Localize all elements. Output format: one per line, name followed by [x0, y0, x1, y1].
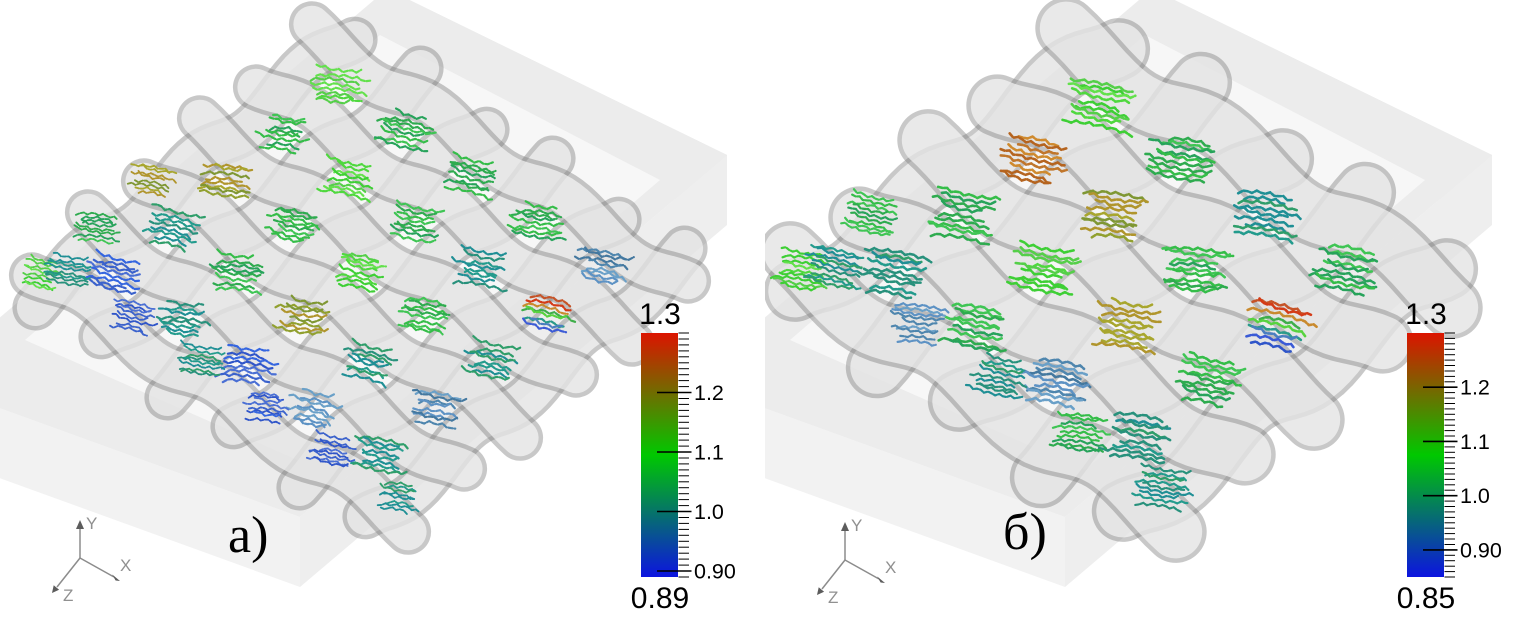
colorbar-tick-label: 1.2	[694, 381, 724, 405]
panel-label-a: а)	[228, 507, 269, 564]
colorbar-tick-label: 1.0	[1460, 484, 1490, 508]
weave-render-panel-b	[765, 0, 1492, 587]
axis-label-z: Z	[828, 588, 838, 607]
axis-orientation-widget-a: Y X Z	[52, 514, 131, 605]
colorbar-tick-label: 0.90	[694, 560, 736, 584]
colorbar-tick-axis: 1.2 1.1 1.0 0.90	[657, 332, 736, 584]
weave-render-panel-a	[0, 0, 727, 587]
fiber-bundles	[769, 77, 1379, 513]
colorbar-tick-label: 1.1	[694, 441, 724, 465]
z-axis-arrowhead	[817, 587, 825, 595]
x-axis-arrowhead	[877, 576, 885, 583]
axis-orientation-widget-b: Y X Z	[817, 516, 896, 607]
colorbar-tick-label: 1.1	[1460, 430, 1490, 454]
axis-label-y: Y	[851, 516, 862, 535]
x-axis-line	[844, 559, 880, 580]
colorbar-tick-label: 1.0	[694, 500, 724, 524]
colorbar-tick-label: 1.2	[1460, 376, 1490, 400]
y-axis-arrowhead	[76, 520, 84, 529]
z-axis-arrowhead	[52, 585, 60, 593]
colorbar-min-value: 0.89	[630, 582, 690, 615]
colorbar-a: 1.3 1.2 1.1 1.0 0.90 0.89	[598, 298, 764, 634]
axis-label-x: X	[885, 558, 896, 577]
colorbar-tick-label: 0.90	[1460, 538, 1502, 562]
colorbar-gradient-bar	[1407, 333, 1444, 577]
z-axis-line	[821, 559, 846, 590]
panel-label-b: б)	[1003, 504, 1047, 561]
axis-label-z: Z	[63, 586, 73, 605]
colorbar-tick-axis: 1.2 1.1 1.0 0.90	[1423, 332, 1502, 578]
fiber-bundles	[21, 63, 635, 515]
x-axis-line	[79, 557, 115, 578]
colorbar-b: 1.3 1.2 1.1 1.0 0.90 0.85	[1364, 298, 1530, 634]
colorbar-gradient-bar	[641, 333, 678, 577]
z-axis-line	[56, 557, 81, 588]
axis-label-x: X	[120, 556, 131, 575]
colorbar-min-value: 0.85	[1396, 582, 1456, 615]
y-axis-arrowhead	[841, 522, 849, 531]
x-axis-arrowhead	[112, 574, 120, 581]
colorbar-max-value: 1.3	[639, 298, 681, 331]
colorbar-max-value: 1.3	[1405, 298, 1447, 331]
axis-label-y: Y	[86, 514, 97, 533]
